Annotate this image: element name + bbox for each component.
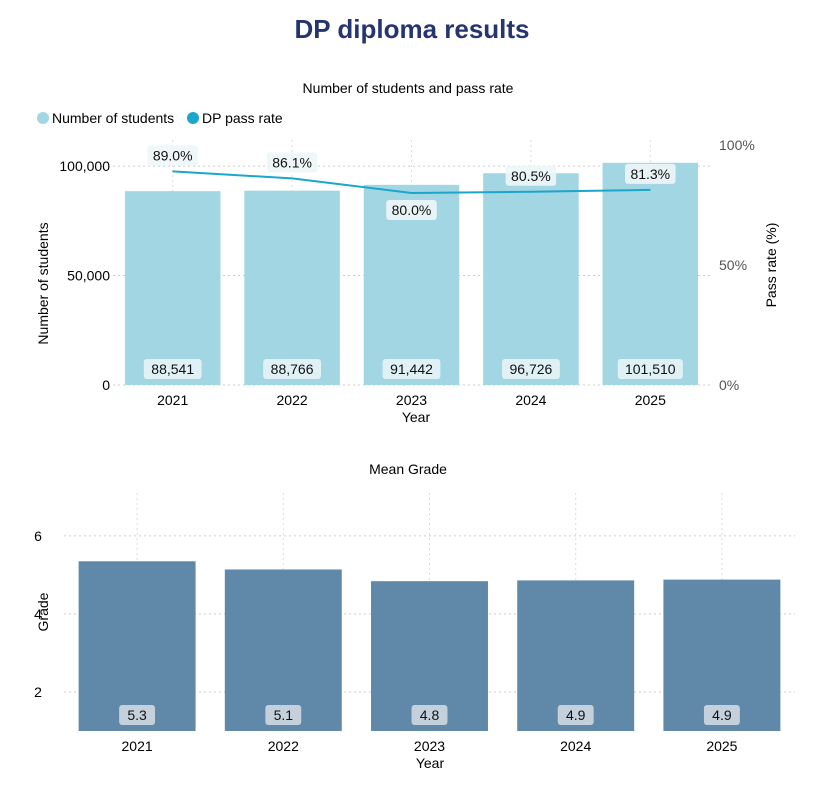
chart2-xtick: 2024: [560, 738, 591, 754]
students-pass-rate-chart: Number of students and pass rate Number o…: [35, 80, 779, 425]
chart2-xtick: 2023: [414, 738, 445, 754]
bar-grade-2022: [224, 569, 342, 731]
chart1-y2tick: 50%: [719, 257, 747, 273]
point-pass-rate-2021: [172, 170, 174, 172]
chart2-ytick: 4: [34, 606, 42, 622]
bar-students-label-2023: 91,442: [390, 361, 433, 377]
chart1-y2tick: 0%: [719, 377, 739, 393]
chart1-ytick: 100,000: [59, 158, 110, 174]
bar-grade-2021: [78, 561, 196, 731]
legend-marker-pass-rate: [187, 112, 199, 124]
bar-students-2021: [124, 191, 221, 385]
bar-grade-label-2024: 4.9: [566, 707, 586, 723]
point-pass-rate-2023: [411, 192, 412, 194]
pass-rate-label-2021: 89.0%: [153, 147, 193, 163]
bar-students-label-2024: 96,726: [509, 361, 552, 377]
chart1-ytick: 0: [102, 377, 110, 393]
chart2-title: Mean Grade: [369, 461, 447, 477]
pass-rate-label-2023: 80.0%: [392, 202, 432, 218]
pass-rate-label-2023-bg: [386, 200, 437, 220]
pass-rate-label-2022-bg: [266, 152, 318, 173]
chart1-xtick: 2021: [157, 392, 188, 408]
bar-students-label-2022: 88,766: [271, 361, 314, 377]
legend-label-pass-rate: DP pass rate: [202, 110, 283, 126]
chart2-xtick: 2025: [706, 738, 737, 754]
pass-rate-label-2024-bg: [505, 165, 557, 186]
bar-grade-label-2025-bg: [703, 705, 740, 725]
chart2-xlabel: Year: [416, 755, 445, 771]
pass-rate-label-2022: 86.1%: [272, 154, 312, 170]
chart1-xtick: 2024: [515, 392, 546, 408]
chart2-ylabel: Grade: [35, 592, 51, 631]
bar-students-label-2023-bg: [382, 359, 441, 379]
point-pass-rate-2025: [649, 189, 651, 191]
bar-students-label-2025-bg: [617, 359, 683, 379]
bar-students-label-2024-bg: [502, 359, 560, 379]
bar-students-label-2021: 88,541: [151, 361, 194, 377]
chart1-xtick: 2025: [635, 392, 666, 408]
chart2-ytick: 6: [34, 528, 42, 544]
chart1-y2tick: 100%: [719, 137, 755, 153]
bar-students-label-2025: 101,510: [625, 361, 676, 377]
chart1-title: Number of students and pass rate: [303, 80, 514, 96]
chart1-xlabel: Year: [402, 409, 431, 425]
chart1-y2label: Pass rate (%): [763, 223, 779, 308]
bar-grade-label-2022: 5.1: [274, 707, 294, 723]
bar-students-label-2021-bg: [143, 359, 202, 379]
bar-grade-label-2022-bg: [265, 705, 302, 725]
bar-grade-label-2023-bg: [411, 705, 448, 725]
bar-students-2022: [244, 190, 340, 385]
chart2-ytick: 2: [34, 684, 42, 700]
chart1-ylabel: Number of students: [35, 222, 51, 344]
bar-grade-label-2023: 4.8: [420, 707, 440, 723]
chart1-xtick: 2022: [277, 392, 308, 408]
pass-rate-label-2025-bg: [625, 163, 676, 184]
pass-rate-label-2024: 80.5%: [511, 168, 551, 184]
bar-students-2024: [483, 173, 579, 385]
pass-rate-label-2021-bg: [147, 145, 198, 166]
point-pass-rate-2024: [530, 191, 532, 193]
bar-grade-label-2021-bg: [119, 705, 156, 725]
point-pass-rate-2022: [291, 177, 293, 179]
bar-students-2025: [602, 162, 699, 385]
chart1-ytick: 50,000: [67, 268, 110, 284]
chart2-xtick: 2022: [268, 738, 299, 754]
legend-label-students: Number of students: [52, 110, 174, 126]
pass-rate-label-2025: 81.3%: [630, 166, 670, 182]
legend-marker-students: [37, 112, 49, 124]
bar-grade-label-2021: 5.3: [127, 707, 147, 723]
bar-grade-label-2024-bg: [557, 705, 594, 725]
page-title: DP diploma results: [294, 14, 530, 44]
chart1-xtick: 2023: [396, 392, 427, 408]
chart2-xtick: 2021: [122, 738, 153, 754]
bar-grade-label-2025: 4.9: [712, 707, 732, 723]
bar-students-label-2022-bg: [263, 359, 321, 379]
